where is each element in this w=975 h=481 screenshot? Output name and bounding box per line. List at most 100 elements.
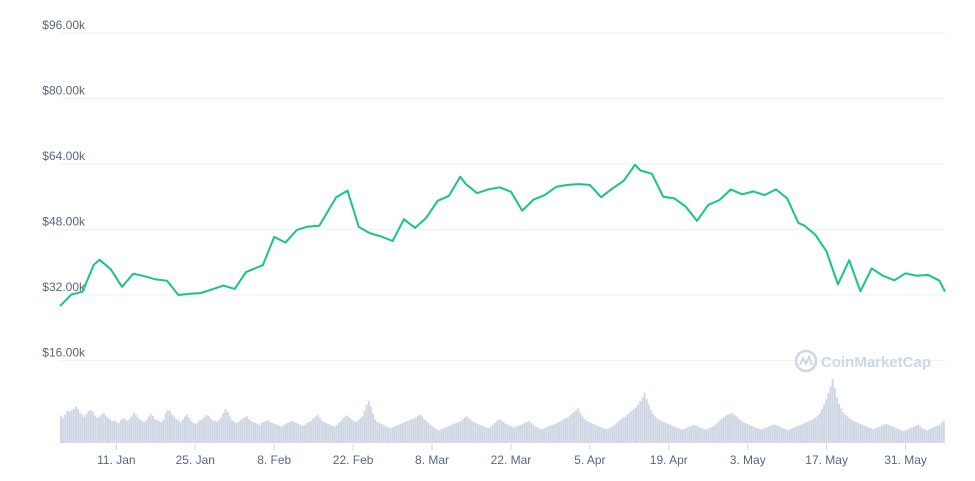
volume-bar (694, 425, 697, 443)
volume-bar (600, 427, 603, 443)
volume-bar (412, 418, 415, 443)
volume-bar (585, 421, 588, 443)
volume-bar (333, 426, 336, 443)
volume-bar (650, 410, 652, 443)
volume-bar (145, 420, 148, 443)
volume-bar (224, 409, 227, 443)
volume-bar (658, 420, 661, 443)
volume-bar (780, 427, 783, 443)
volume-bar (293, 421, 295, 443)
volume-bar (872, 429, 875, 443)
volume-bar (714, 424, 717, 443)
volume-bar (812, 419, 815, 443)
volume-bar (692, 424, 695, 443)
volume-bar (111, 421, 114, 443)
volume-bar (201, 419, 204, 443)
volume-bar (83, 416, 86, 443)
volume-bar (865, 426, 868, 443)
volume-bar (611, 426, 614, 443)
volume-bar (307, 421, 310, 443)
volume-bar (656, 418, 659, 443)
volume-bar (421, 416, 424, 443)
volume-bar (72, 408, 75, 443)
x-tick-label: 19. Apr (650, 453, 688, 467)
volume-bar (897, 429, 900, 443)
volume-bar (372, 413, 375, 443)
volume-bar (711, 426, 714, 443)
volume-bar (431, 426, 434, 443)
volume-bar (919, 426, 922, 443)
volume-bar (132, 412, 135, 443)
volume-bar (273, 423, 276, 443)
volume-bar (637, 404, 640, 443)
volume-bar (119, 420, 122, 443)
volume-bar (233, 421, 236, 443)
volume-bar (690, 425, 693, 443)
volume-bar (767, 426, 770, 443)
volume-bar (149, 413, 152, 443)
volume-bar (121, 418, 124, 443)
volume-bar (109, 419, 112, 443)
volume-bar (64, 414, 67, 443)
volume-bar (419, 414, 422, 443)
volume-bar (870, 428, 873, 443)
volume-bar (198, 420, 201, 443)
volume-bar (748, 424, 751, 443)
volume-bar (686, 427, 689, 443)
volume-bar (930, 428, 932, 443)
volume-bar (478, 424, 481, 443)
volume-bar (842, 411, 845, 443)
volume-bar (782, 428, 785, 443)
volume-bar (857, 422, 860, 443)
volume-bar (596, 425, 599, 443)
volume-bar (630, 411, 633, 443)
volume-bar (455, 422, 458, 443)
volume-bar (380, 423, 383, 443)
volume-bar (275, 424, 278, 443)
x-tick-label: 5. Apr (574, 453, 605, 467)
volume-bar (160, 421, 163, 443)
volume-bar (203, 417, 206, 443)
volume-bar (904, 430, 907, 443)
volume-bar (788, 429, 791, 443)
volume-bar (485, 427, 488, 443)
volume-bar (414, 417, 417, 443)
y-tick-label: $48.00k (42, 215, 86, 229)
volume-bar (652, 413, 655, 443)
volume-bar (750, 425, 753, 443)
volume-bar (671, 425, 674, 443)
volume-bar (613, 424, 616, 443)
x-tick-label: 8. Feb (257, 453, 291, 467)
volume-bar (376, 421, 379, 443)
volume-bar (235, 422, 238, 443)
volume-bar (699, 427, 702, 443)
volume-bar (290, 421, 293, 443)
volume-bar (218, 420, 221, 443)
volume-bar (252, 421, 255, 443)
volume-bar (724, 415, 727, 443)
volume-bars (60, 379, 945, 443)
volume-bar (474, 422, 477, 443)
volume-bar (269, 421, 272, 443)
volume-bar (404, 421, 407, 443)
volume-bar (211, 420, 214, 443)
volume-bar (425, 421, 428, 443)
volume-bar (765, 427, 768, 443)
volume-bar (502, 421, 505, 443)
volume-bar (795, 426, 798, 443)
volume-bar (632, 409, 635, 443)
volume-bar (773, 424, 776, 443)
volume-bar (104, 415, 107, 443)
volume-bar (515, 426, 518, 443)
volume-bar (190, 421, 193, 443)
volume-bar (258, 424, 261, 443)
volume-bar (284, 423, 287, 443)
volume-bar (543, 428, 546, 443)
volume-bar (181, 419, 184, 443)
volume-bar (942, 421, 945, 443)
volume-bar (874, 428, 877, 443)
volume-bar (829, 386, 832, 443)
volume-bar (449, 425, 451, 443)
volume-bar (410, 419, 413, 443)
